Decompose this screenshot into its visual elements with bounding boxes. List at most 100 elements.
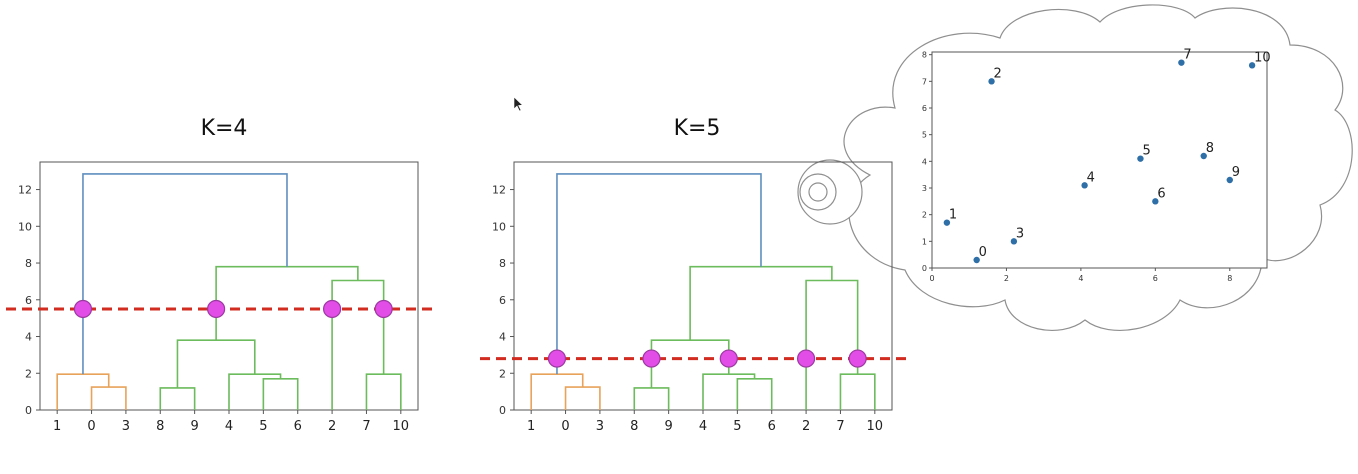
y-tick-label: 4 — [499, 331, 506, 344]
mouse-cursor-icon — [513, 96, 524, 112]
leaf-label: 9 — [190, 419, 198, 434]
leaf-label: 3 — [122, 419, 130, 434]
y-tick-label: 1 — [922, 237, 927, 246]
dendrogram-link — [262, 377, 299, 410]
point-label: 1 — [949, 208, 957, 223]
y-tick-label: 0 — [25, 404, 32, 417]
scatter-point — [988, 78, 995, 85]
dendrogram-link — [365, 373, 402, 410]
cluster-marker — [642, 349, 661, 368]
x-tick-label: 6 — [1153, 274, 1158, 283]
y-tick-label: 8 — [25, 257, 32, 270]
y-tick-label: 6 — [25, 294, 32, 307]
point-label: 10 — [1254, 50, 1271, 65]
x-tick-label: 0 — [929, 274, 934, 283]
leaf-label: 6 — [294, 419, 302, 434]
dendrogram-link — [556, 173, 762, 375]
x-tick-label: 8 — [1227, 274, 1232, 283]
point-label: 7 — [1183, 48, 1191, 63]
y-tick-label: 2 — [25, 367, 32, 380]
point-label: 2 — [994, 66, 1002, 81]
cluster-marker — [848, 349, 867, 368]
cluster-marker — [374, 299, 393, 319]
y-tick-label: 4 — [25, 331, 32, 344]
point-label: 3 — [1016, 226, 1024, 241]
cluster-marker — [547, 349, 567, 368]
scatter-point — [1178, 59, 1185, 66]
dendrogram-link — [228, 373, 282, 410]
dendrogram-link — [736, 377, 773, 410]
scatter-frame — [931, 51, 1268, 269]
y-tick-label: 2 — [499, 367, 506, 380]
cluster-marker — [719, 349, 738, 368]
scatter-point — [1137, 155, 1144, 162]
y-tick-label: 6 — [922, 104, 927, 113]
leaf-label: 10 — [393, 419, 410, 434]
dendrogram-link — [176, 339, 256, 388]
y-tick-label: 10 — [18, 220, 32, 233]
y-tick-label: 8 — [922, 51, 927, 60]
scatter-point — [1152, 198, 1159, 205]
y-tick-label: 6 — [499, 294, 506, 307]
scatter-point — [973, 256, 980, 264]
leaf-label: 1 — [527, 419, 535, 434]
leaf-label: 8 — [630, 419, 638, 434]
y-tick-label: 12 — [18, 184, 32, 197]
cluster-marker — [796, 349, 816, 368]
leaf-label: 2 — [328, 419, 336, 434]
y-tick-label: 2 — [922, 211, 927, 220]
leaf-label: 7 — [362, 419, 370, 434]
leaf-label: 5 — [259, 419, 267, 434]
dendrogram-link — [805, 279, 859, 410]
dendrogram-link — [82, 173, 288, 375]
point-label: 5 — [1142, 144, 1150, 159]
y-tick-label: 3 — [922, 184, 927, 193]
y-tick-label: 7 — [922, 77, 927, 86]
leaf-label: 7 — [836, 419, 844, 434]
leaf-label: 6 — [768, 419, 776, 434]
point-label: 9 — [1232, 165, 1240, 180]
leaf-label: 1 — [53, 419, 61, 434]
leaf-label: 2 — [802, 419, 810, 434]
leaf-label: 0 — [87, 419, 95, 434]
scatter-point — [943, 219, 951, 226]
leaf-label: 8 — [156, 419, 164, 434]
scatter-point — [1200, 152, 1207, 160]
leaf-label: 9 — [664, 419, 672, 434]
thought-bubble-dot-large — [797, 159, 863, 225]
y-tick-label: 8 — [499, 257, 506, 270]
dendrogram-link — [90, 386, 127, 410]
leaf-label: 5 — [733, 419, 741, 434]
dendrogram-link — [331, 279, 385, 410]
thought-bubble-dot-small — [808, 182, 828, 202]
dendrogram-link — [839, 373, 876, 410]
y-tick-label: 5 — [922, 131, 927, 140]
leaf-label: 4 — [699, 419, 707, 434]
y-tick-label: 10 — [492, 220, 506, 233]
dendrogram-link — [564, 386, 601, 410]
x-tick-label: 2 — [1004, 274, 1009, 283]
point-label: 4 — [1087, 170, 1095, 185]
leaf-label: 0 — [561, 419, 569, 434]
thought-bubble-dot-medium — [799, 173, 837, 211]
point-label: 6 — [1157, 186, 1165, 201]
scatter-point — [1081, 182, 1088, 189]
y-tick-label: 12 — [492, 184, 506, 197]
cluster-marker — [207, 299, 226, 319]
dendrogram-link — [702, 373, 756, 410]
y-tick-label: 0 — [922, 264, 927, 273]
dendrogram-link — [633, 387, 670, 410]
scatter-plot-points: 0 2 4 6 8 0 1 2 3 4 5 6 7 8 0 1 2 3 4 5 6 7 8 9 10 — [922, 48, 1271, 283]
scatter-point — [1248, 62, 1256, 69]
chart-title: K=5 — [674, 116, 721, 141]
scatter-point — [1010, 238, 1018, 245]
x-tick-label: 4 — [1078, 274, 1083, 283]
plot-frame — [39, 161, 419, 411]
point-label: 8 — [1206, 141, 1214, 156]
leaf-label: 10 — [867, 419, 884, 434]
y-tick-label: 0 — [499, 404, 506, 417]
dendrogram-link — [159, 387, 196, 410]
